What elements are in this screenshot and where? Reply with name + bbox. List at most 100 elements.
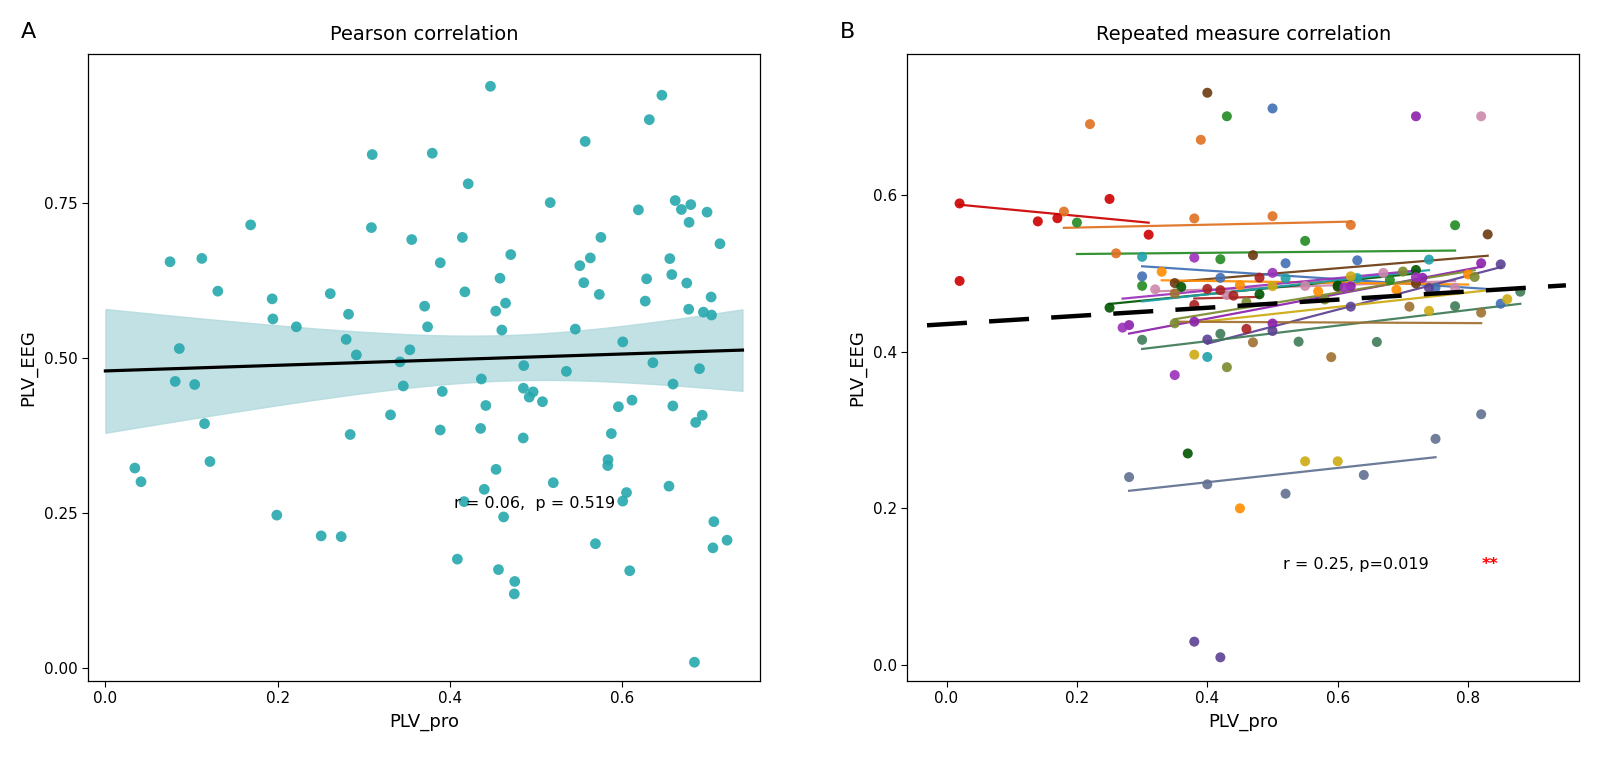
Point xyxy=(359,148,385,161)
Point xyxy=(1234,323,1260,335)
Point xyxy=(1194,478,1220,490)
Point xyxy=(689,409,715,422)
Point xyxy=(1162,288,1188,300)
Point xyxy=(1129,334,1154,346)
Point xyxy=(264,509,290,521)
Point xyxy=(260,293,285,305)
Point xyxy=(609,495,635,507)
Point xyxy=(1143,283,1169,295)
Point xyxy=(1213,361,1239,373)
Point xyxy=(333,334,359,346)
Point xyxy=(1194,283,1220,295)
Point xyxy=(1207,651,1233,663)
Point xyxy=(337,428,362,441)
Point xyxy=(162,376,188,388)
Point xyxy=(662,194,688,207)
Point xyxy=(715,534,741,546)
Y-axis label: PLV_EEG: PLV_EEG xyxy=(848,329,866,405)
Point xyxy=(1364,336,1390,348)
Point xyxy=(521,386,547,398)
Point xyxy=(284,321,309,333)
Point xyxy=(1345,254,1371,266)
Text: r = 0.06,  p = 0.519: r = 0.06, p = 0.519 xyxy=(454,496,616,511)
Point xyxy=(1162,317,1188,330)
Point xyxy=(659,269,684,281)
Point xyxy=(1077,118,1103,130)
Point xyxy=(588,231,614,243)
Point xyxy=(478,80,503,93)
Point xyxy=(1351,469,1377,481)
Point xyxy=(415,321,441,333)
Point xyxy=(686,363,712,375)
Point xyxy=(537,197,563,209)
Point xyxy=(640,356,665,369)
Point xyxy=(1292,235,1318,247)
Point xyxy=(1415,282,1441,294)
Point xyxy=(656,480,681,493)
Point xyxy=(487,272,513,285)
Point xyxy=(1234,296,1260,308)
Point xyxy=(676,303,702,315)
Point xyxy=(1339,270,1364,282)
Point xyxy=(502,588,527,600)
Point xyxy=(707,238,733,250)
X-axis label: PLV_pro: PLV_pro xyxy=(390,713,458,731)
Point xyxy=(1096,301,1122,314)
Point xyxy=(473,399,499,412)
Point xyxy=(577,252,603,264)
Point xyxy=(1207,253,1233,265)
Point xyxy=(1494,293,1520,305)
Point xyxy=(668,203,694,216)
Point xyxy=(452,285,478,298)
Point xyxy=(1311,293,1337,305)
Point xyxy=(483,305,508,317)
Point xyxy=(308,530,333,542)
Point xyxy=(483,464,508,476)
Point xyxy=(701,542,726,554)
Point xyxy=(1260,267,1286,279)
Point xyxy=(181,379,207,391)
Point xyxy=(1137,229,1162,241)
Y-axis label: PLV_EEG: PLV_EEG xyxy=(19,329,37,405)
Point xyxy=(1339,219,1364,231)
Point xyxy=(676,216,702,229)
Point xyxy=(1468,110,1494,122)
Point xyxy=(471,483,497,496)
Point xyxy=(1129,270,1154,282)
Point xyxy=(606,401,632,413)
Point xyxy=(189,252,215,265)
Point xyxy=(428,424,454,436)
Point xyxy=(1345,272,1371,285)
X-axis label: PLV_pro: PLV_pro xyxy=(1209,713,1278,731)
Point xyxy=(1207,327,1233,340)
Title: Pearson correlation: Pearson correlation xyxy=(330,24,518,44)
Point xyxy=(567,259,593,272)
Point xyxy=(1443,300,1468,312)
Point xyxy=(636,113,662,125)
Point xyxy=(1024,215,1050,227)
Point xyxy=(1462,271,1488,283)
Point xyxy=(633,295,659,308)
Point xyxy=(1390,265,1415,278)
Point xyxy=(1220,289,1246,301)
Point xyxy=(1396,301,1422,313)
Point xyxy=(1064,216,1090,229)
Point xyxy=(378,409,404,421)
Point xyxy=(1507,285,1532,298)
Point xyxy=(619,394,644,406)
Point xyxy=(683,416,709,428)
Point xyxy=(1415,253,1441,265)
Point xyxy=(1194,351,1220,363)
Point xyxy=(412,300,438,312)
Point xyxy=(1403,110,1428,122)
Point xyxy=(1273,272,1298,285)
Point xyxy=(617,565,643,577)
Point xyxy=(1383,284,1409,296)
Point xyxy=(587,288,612,301)
Point xyxy=(1241,336,1266,348)
Point xyxy=(329,530,354,542)
Point xyxy=(491,511,516,523)
Title: Repeated measure correlation: Repeated measure correlation xyxy=(1095,24,1391,44)
Point xyxy=(197,455,223,467)
Point xyxy=(502,575,527,588)
